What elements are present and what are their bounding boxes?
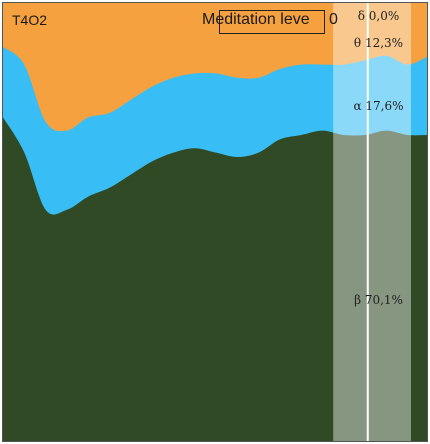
meditation-level-box bbox=[219, 10, 325, 34]
band-label-theta: θ 12,3% bbox=[353, 36, 404, 50]
highlight-window bbox=[333, 3, 411, 441]
area-beta bbox=[3, 117, 427, 441]
meditation-level-label: Meditation leve bbox=[202, 11, 310, 28]
stacked-area-chart bbox=[3, 3, 427, 441]
channel-label: T4O2 bbox=[12, 12, 48, 28]
band-label-beta: β 70,1% bbox=[354, 293, 403, 307]
band-label-delta: δ 0,0% bbox=[357, 9, 400, 23]
meditation-level-value: 0 bbox=[329, 11, 338, 28]
band-label-alpha: α 17,6% bbox=[353, 99, 404, 113]
